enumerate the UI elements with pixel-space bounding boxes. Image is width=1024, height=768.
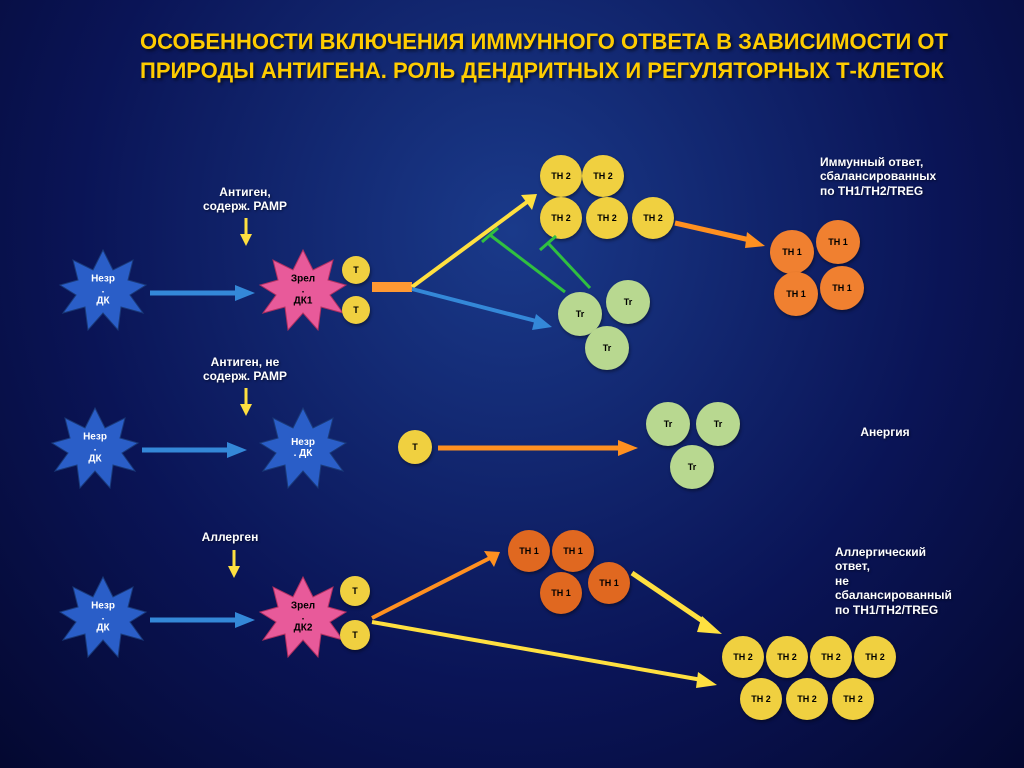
t-cell-p1-1: T (342, 256, 370, 284)
immature-dc-1: Незр.ДК (58, 245, 148, 335)
th2-p1-2: TH 2 (582, 155, 624, 197)
slide-title: ОСОБЕННОСТИ ВКЛЮЧЕНИЯ ИММУННОГО ОТВЕТА В… (140, 28, 954, 85)
arrow-p2-1 (142, 440, 247, 460)
th2-p3-5: TH 2 (740, 678, 782, 720)
th2-p3-2: TH 2 (766, 636, 808, 678)
immature-dc-2: Незр.ДК (50, 403, 140, 493)
label-allergen: Аллерген (185, 530, 275, 544)
th1-p3-2: TH 1 (552, 530, 594, 572)
arrow-p3-result (632, 568, 727, 638)
th1-p3-1: TH 1 (508, 530, 550, 572)
arrow-p2-2 (438, 438, 638, 458)
label-anergy: Анергия (835, 425, 935, 439)
tr-p1-3: Tr (585, 326, 629, 370)
t-cell-p3-1: T (340, 576, 370, 606)
t-cell-p2: T (398, 430, 432, 464)
mature-dc-2: Зрел.ДК2 (258, 572, 348, 662)
th1-p1-3: TH 1 (774, 272, 818, 316)
th1-p1-4: TH 1 (820, 266, 864, 310)
mature-dc-2-label: Зрел.ДК2 (291, 601, 315, 634)
t-cell-p1-2: T (342, 296, 370, 324)
arrow-antigen-1 (236, 218, 256, 246)
th1-p1-2: TH 1 (816, 220, 860, 264)
th2-p3-3: TH 2 (810, 636, 852, 678)
th2-p3-7: TH 2 (832, 678, 874, 720)
immature-dc-2b-label: Незр. ДК (291, 437, 315, 459)
label-antigen-pamp: Антиген,содерж. РАМР (185, 185, 305, 214)
arrow-antigen-2 (236, 388, 256, 416)
immature-dc-3-label: Незр.ДК (91, 601, 115, 634)
immature-dc-3: Незр.ДК (58, 572, 148, 662)
inhibit-2 (540, 240, 600, 295)
th2-p3-4: TH 2 (854, 636, 896, 678)
th2-p3-1: TH 2 (722, 636, 764, 678)
arrow-p3-up (372, 550, 512, 625)
th1-p1-1: TH 1 (770, 230, 814, 274)
tr-p2-2: Tr (696, 402, 740, 446)
immature-dc-1-label: Незр.ДК (91, 274, 115, 307)
t-cell-p3-2: T (340, 620, 370, 650)
tr-p1-2: Tr (606, 280, 650, 324)
label-allergic: Аллергическийответ,несбалансированныйпо … (835, 545, 1015, 617)
immature-dc-2b: Незр. ДК (258, 403, 348, 493)
arrow-allergen (224, 550, 244, 578)
th1-p3-4: TH 1 (588, 562, 630, 604)
orange-bar-p1 (372, 282, 412, 292)
th2-p1-1: TH 2 (540, 155, 582, 197)
tr-p2-3: Tr (670, 445, 714, 489)
th2-p1-4: TH 2 (586, 197, 628, 239)
label-antigen-no-pamp: Антиген, несодерж. РАМР (185, 355, 305, 384)
mature-dc-1-label: Зрел.ДК1 (291, 274, 315, 307)
tr-p2-1: Tr (646, 402, 690, 446)
arrow-p1-1 (150, 283, 255, 303)
th2-p1-5: TH 2 (632, 197, 674, 239)
label-balanced: Иммунный ответ,сбалансированныхпо TH1/TH… (820, 155, 1010, 198)
th1-p3-3: TH 1 (540, 572, 582, 614)
mature-dc-1: Зрел.ДК1 (258, 245, 348, 335)
arrow-p1-result (675, 218, 770, 248)
th2-p3-6: TH 2 (786, 678, 828, 720)
arrow-p3-1 (150, 610, 255, 630)
immature-dc-2-label: Незр.ДК (83, 432, 107, 465)
